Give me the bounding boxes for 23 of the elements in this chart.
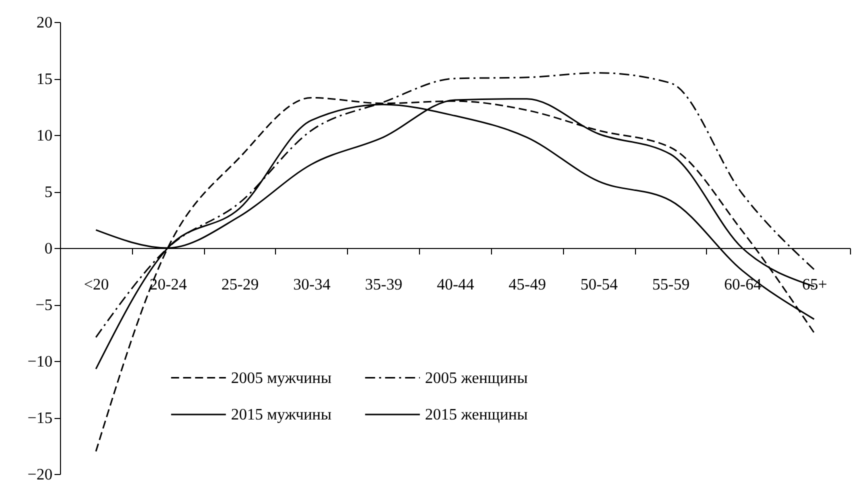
y-tick-label: −15 [27,410,52,427]
x-tick-label: 60-64 [724,276,762,294]
x-tick-label: <20 [84,276,109,294]
y-tick-label: 20 [36,14,52,32]
legend-label: 2005 женщины [425,370,528,387]
x-tick-label: 30-34 [293,276,331,294]
legend-label: 2015 женщины [425,406,528,424]
x-tick-label: 20-24 [150,276,187,294]
legend-label: 2005 мужчины [231,370,332,387]
y-tick-label: 5 [44,184,52,201]
y-tick-label: 15 [36,71,52,88]
x-tick-label: 55-59 [652,276,690,294]
x-tick-label: 25-29 [221,276,259,294]
y-tick-label: −20 [27,466,52,482]
x-tick-label: 45-49 [508,276,546,294]
y-tick-label: 10 [36,128,52,144]
y-tick-label: −5 [35,297,52,314]
x-tick-label: 35-39 [365,276,402,294]
legend-label: 2015 мужчины [231,406,332,424]
x-tick-label: 40-44 [436,276,474,294]
y-tick-label: 0 [44,240,52,258]
x-tick-label: 50-54 [580,276,618,294]
y-tick-label: −10 [27,354,52,370]
